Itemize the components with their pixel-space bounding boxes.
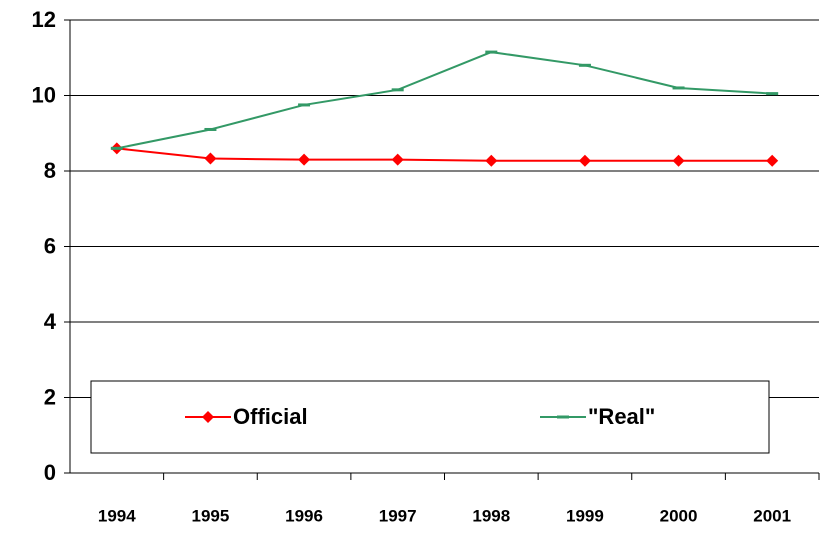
marker bbox=[485, 154, 498, 167]
x-tick-label: 2000 bbox=[660, 506, 698, 525]
y-tick-label: 12 bbox=[32, 7, 56, 32]
marker bbox=[204, 152, 217, 165]
y-tick-label: 8 bbox=[44, 158, 56, 183]
series-line bbox=[116, 51, 773, 150]
x-tick-label: 1994 bbox=[98, 506, 136, 525]
x-tick-label: 1997 bbox=[379, 506, 417, 525]
y-tick-label: 4 bbox=[44, 309, 57, 334]
x-tick-label: 1996 bbox=[285, 506, 323, 525]
x-tick-label: 1998 bbox=[472, 506, 510, 525]
series-line bbox=[116, 147, 773, 162]
marker bbox=[391, 153, 404, 166]
x-tick-label: 1999 bbox=[566, 506, 604, 525]
marker bbox=[766, 154, 779, 167]
x-tick-label: 2001 bbox=[753, 506, 791, 525]
y-tick-label: 0 bbox=[44, 460, 56, 485]
marker bbox=[202, 411, 214, 423]
y-tick-label: 6 bbox=[44, 233, 56, 258]
y-tick-label: 10 bbox=[32, 82, 56, 107]
marker bbox=[672, 154, 685, 167]
x-tick-label: 1995 bbox=[192, 506, 230, 525]
marker bbox=[578, 154, 591, 167]
y-tick-label: 2 bbox=[44, 384, 56, 409]
marker bbox=[298, 153, 311, 166]
legend-label: Official bbox=[233, 404, 308, 429]
legend-label: "Real" bbox=[588, 404, 655, 429]
